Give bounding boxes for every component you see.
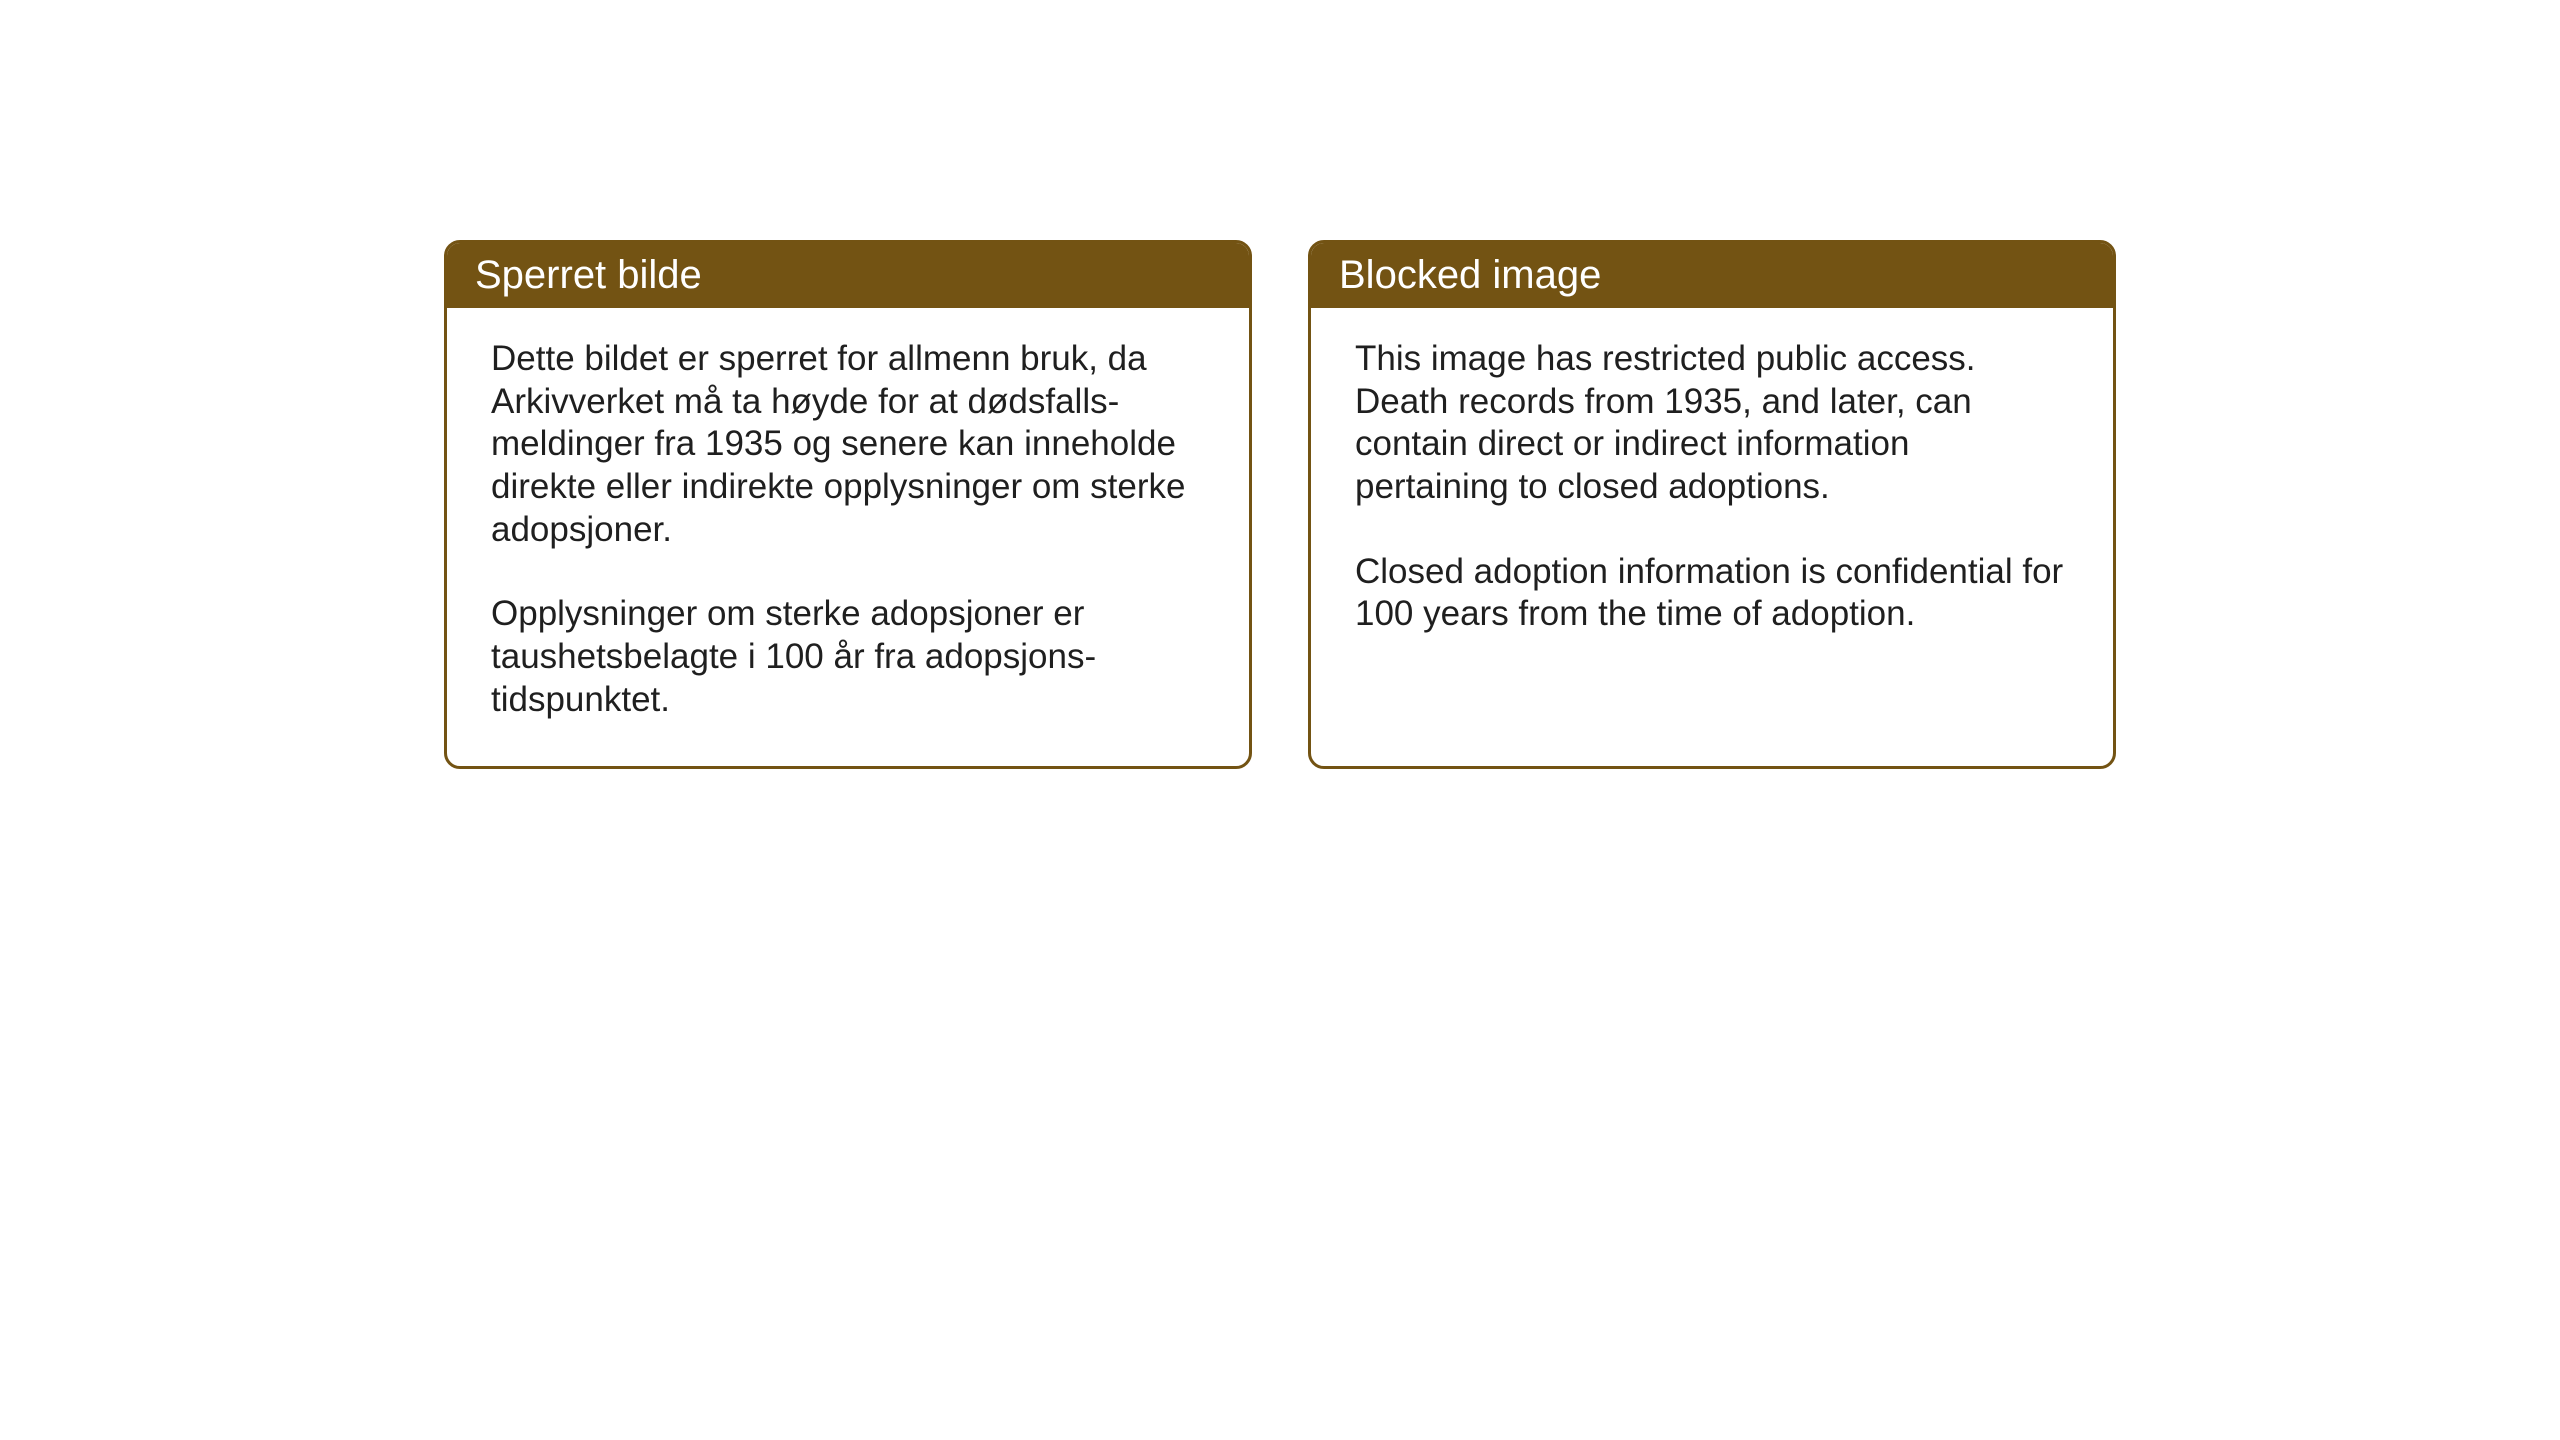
notice-paragraph-english-2: Closed adoption information is confident… <box>1355 551 2069 636</box>
notice-card-english: Blocked image This image has restricted … <box>1308 240 2116 769</box>
notice-header-norwegian: Sperret bilde <box>447 243 1249 308</box>
notice-card-norwegian: Sperret bilde Dette bildet er sperret fo… <box>444 240 1252 769</box>
notice-paragraph-norwegian-2: Opplysninger om sterke adopsjoner er tau… <box>491 593 1205 721</box>
notice-header-english: Blocked image <box>1311 243 2113 308</box>
notice-paragraph-norwegian-1: Dette bildet er sperret for allmenn bruk… <box>491 338 1205 551</box>
notice-title-english: Blocked image <box>1339 253 1601 297</box>
notice-title-norwegian: Sperret bilde <box>475 253 702 297</box>
notice-paragraph-english-1: This image has restricted public access.… <box>1355 338 2069 509</box>
notice-body-norwegian: Dette bildet er sperret for allmenn bruk… <box>447 308 1249 766</box>
notice-body-english: This image has restricted public access.… <box>1311 308 2113 714</box>
notice-container: Sperret bilde Dette bildet er sperret fo… <box>444 240 2116 769</box>
